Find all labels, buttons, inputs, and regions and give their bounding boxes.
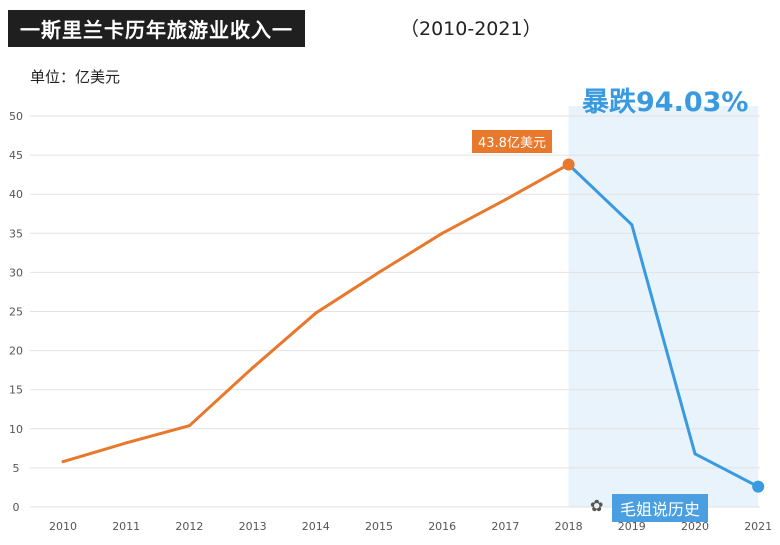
x-tick-label: 2010 — [49, 520, 77, 533]
unit-label: 单位：亿美元 — [30, 68, 121, 86]
y-tick-label: 30 — [9, 266, 23, 279]
peak-marker — [562, 158, 575, 171]
x-tick-label: 2019 — [618, 520, 646, 533]
chart-title: 一斯里兰卡历年旅游业收入一 — [8, 10, 305, 47]
x-tick-label: 2011 — [112, 520, 140, 533]
x-tick-label: 2013 — [239, 520, 267, 533]
chart-period: （2010-2021） — [400, 18, 542, 40]
end-marker — [752, 480, 765, 493]
data-point — [630, 223, 634, 227]
data-point — [124, 441, 128, 445]
data-point — [693, 452, 697, 456]
x-tick-label: 2014 — [302, 520, 330, 533]
y-tick-label: 10 — [9, 423, 23, 436]
x-tick-label: 2020 — [681, 520, 709, 533]
y-tick-label: 50 — [9, 110, 23, 123]
data-point — [187, 424, 191, 428]
data-point — [377, 270, 381, 274]
fall-series-line — [567, 163, 759, 488]
x-tick-label: 2018 — [555, 520, 583, 533]
decline-highlight-band — [568, 106, 759, 507]
wechat-icon: ✿ — [590, 496, 604, 515]
y-tick-label: 25 — [9, 306, 23, 319]
y-tick-label: 45 — [9, 149, 23, 162]
x-tick-label: 2017 — [491, 520, 519, 533]
x-tick-label: 2016 — [428, 520, 456, 533]
x-tick-label: 2021 — [744, 520, 772, 533]
data-point — [314, 311, 318, 315]
x-tick-label: 2012 — [175, 520, 203, 533]
x-tick-label: 2015 — [365, 520, 393, 533]
y-tick-label: 40 — [9, 188, 23, 201]
data-point — [251, 366, 255, 370]
data-point — [440, 231, 444, 235]
y-tick-label: 35 — [9, 227, 23, 240]
data-point — [61, 460, 65, 464]
y-tick-label: 15 — [9, 384, 23, 397]
y-tick-label: 0 — [13, 501, 20, 514]
data-point — [503, 198, 507, 202]
peak-annotation: 43.8亿美元 — [472, 130, 552, 153]
watermark: 毛姐说历史 — [612, 494, 709, 522]
drop-annotation: 暴跌94.03% — [582, 87, 749, 118]
y-tick-label: 20 — [9, 345, 23, 358]
y-tick-label: 5 — [13, 462, 20, 475]
